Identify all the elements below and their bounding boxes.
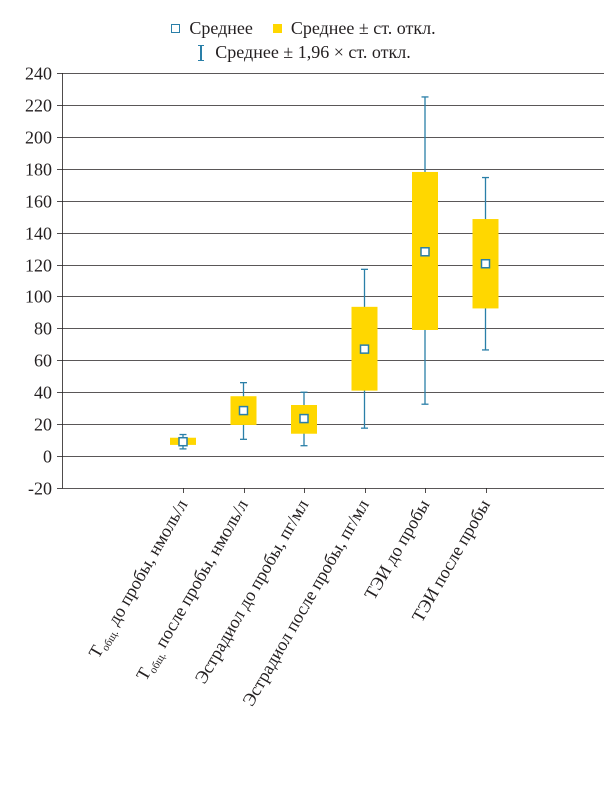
y-tick-label: 140 [25,224,52,244]
y-tick-label: 200 [25,128,52,148]
y-tick-label: 0 [43,447,52,467]
legend-item-mean-sd: Среднее ± ст. откл. [272,18,436,39]
legend-item-mean: Среднее [171,18,253,39]
mean-marker-2 [299,413,309,424]
y-tick-label: 220 [25,96,52,116]
mean-marker-5 [480,258,491,269]
y-tick-label: 240 [25,64,52,84]
sd-box-icon [272,24,282,33]
x-category-label-main: Эстрадиол после пробы, пг/мл [238,496,373,709]
y-tick-label: 60 [34,351,52,371]
y-tick-label: 100 [25,287,52,307]
legend-label-mean-196sd: Среднее ± 1,96 × ст. откл. [215,42,411,62]
whiskers [179,96,489,450]
legend-label-mean-sd: Среднее ± ст. откл. [290,18,436,38]
mean-marker-0 [178,436,188,447]
legend: Среднее Среднее ± ст. откл. Среднее ± 1,… [0,0,607,64]
mean-marker-icon [171,24,181,33]
x-category-label-main: Эстрадиол до пробы, пг/мл [191,496,313,687]
legend-row-1: Среднее Среднее ± ст. откл. [0,18,607,39]
x-category-label-main: ТЭИ до пробы [360,496,433,603]
mean-marker-4 [420,247,430,257]
mean-marker-3 [359,344,370,354]
y-tick-label: -20 [28,479,52,499]
x-category-label: Tобщ. после пробы, нмоль/л [132,496,255,685]
x-category-label: Tобщ. до пробы, нмоль/л [84,496,194,663]
mean-markers [178,247,491,447]
mean-marker-1 [238,405,249,416]
y-tick-label: 80 [34,319,52,339]
legend-item-mean-196sd: Среднее ± 1,96 × ст. откл. [196,42,411,63]
y-tick-label: 120 [25,256,52,276]
y-tick-label: 20 [34,415,52,435]
x-category-label: Эстрадиол до пробы, пг/мл [191,496,313,687]
legend-label-mean: Среднее [189,18,253,38]
y-tick-label: 180 [25,160,52,180]
y-axis-tick-labels: -20 0 20 40 60 80 100 120 140 160 180 200 220 240 [25,64,52,499]
x-category-label: Эстрадиол после пробы, пг/мл [238,496,373,709]
x-category-label: ТЭИ до пробы [360,496,433,603]
whisker-icon [196,44,206,61]
gridlines [57,73,604,493]
y-tick-label: 160 [25,192,52,212]
sd-boxes [170,171,499,445]
y-tick-label: 40 [34,383,52,403]
legend-row-2: Среднее ± 1,96 × ст. откл. [0,42,607,63]
